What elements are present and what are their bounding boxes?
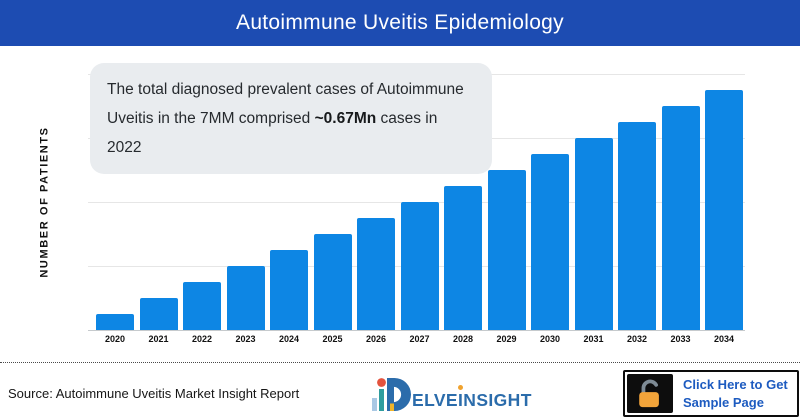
- cta-text: Click Here to Get Sample Page: [675, 372, 788, 415]
- plot-area: [88, 74, 745, 331]
- bar-2022: [183, 282, 221, 330]
- x-axis-label-2029: 2029: [496, 334, 517, 344]
- bar-2020: [96, 314, 134, 330]
- x-axis-line: [88, 330, 745, 331]
- x-axis-label-2030: 2030: [539, 334, 561, 344]
- x-axis-label-2031: 2031: [583, 334, 604, 344]
- bar-2034: [705, 90, 743, 330]
- delveinsight-logo: ELVE I NSIGHT: [372, 377, 532, 415]
- bar-2033: [661, 106, 700, 330]
- annotation-bold-value: ~0.67Mn: [314, 110, 377, 127]
- x-axis-label-2026: 2026: [365, 334, 387, 344]
- logo-text-i: I: [458, 385, 464, 411]
- bar-2028: [444, 186, 482, 330]
- bar-2024: [270, 250, 308, 330]
- x-axis-label-2033: 2033: [670, 334, 691, 344]
- bar-2029: [487, 170, 526, 330]
- x-axis-label-2024: 2024: [278, 334, 300, 344]
- source-text: Source: Autoimmune Uveitis Market Insigh…: [8, 386, 300, 401]
- cta-line1: Click Here to Get: [683, 377, 788, 392]
- bar-2030: [531, 154, 569, 330]
- bar-2027: [400, 202, 439, 330]
- lock-icon-box: [627, 374, 673, 413]
- open-padlock-icon: [639, 379, 659, 407]
- logo-text-nsight: NSIGHT: [463, 390, 532, 410]
- bar-2021: [139, 298, 178, 330]
- logo-d-mark-icon: [372, 378, 411, 411]
- footer-divider: [0, 362, 800, 363]
- x-axis-label-2021: 2021: [148, 334, 169, 344]
- page-title: Autoimmune Uveitis Epidemiology: [236, 11, 564, 34]
- logo-text-elve: ELVE: [412, 390, 459, 410]
- annotation-line2-suffix: cases in 2022: [107, 110, 438, 156]
- logo-wordmark: ELVE I NSIGHT: [412, 385, 532, 415]
- annotation-line1: The total diagnosed prevalent cases of A…: [107, 81, 464, 98]
- x-axis-label-2025: 2025: [322, 334, 343, 344]
- x-axis-label-2022: 2022: [191, 334, 213, 344]
- bar-2023: [226, 266, 265, 330]
- logo-i-dot-icon: [458, 385, 464, 390]
- y-axis-label: NUMBER OF PATIENTS: [39, 126, 52, 278]
- cta-line2: Sample Page: [683, 395, 764, 410]
- bar-2031: [574, 138, 613, 330]
- x-axis-label-2028: 2028: [452, 334, 474, 344]
- x-axis-label-2032: 2032: [626, 334, 648, 344]
- annotation-line2-prefix: Uveitis in the 7MM comprised: [107, 110, 315, 127]
- bar-2032: [618, 122, 656, 330]
- header-banner: Autoimmune Uveitis Epidemiology: [0, 0, 800, 46]
- x-axis-label-2027: 2027: [409, 334, 430, 344]
- bar-2025: [313, 234, 352, 330]
- x-axis-label-2034: 2034: [713, 334, 735, 344]
- bars-row: [96, 74, 743, 330]
- sample-page-button[interactable]: Click Here to Get Sample Page: [623, 370, 799, 417]
- annotation-callout: The total diagnosed prevalent cases of A…: [90, 63, 492, 174]
- x-axis-label-2023: 2023: [235, 334, 256, 344]
- x-axis-labels: 2020 2021 2022 2023 2024 2025 2026 2027 2028 2029…: [96, 334, 743, 344]
- x-axis-label-2020: 2020: [104, 334, 126, 344]
- bar-2026: [357, 218, 395, 330]
